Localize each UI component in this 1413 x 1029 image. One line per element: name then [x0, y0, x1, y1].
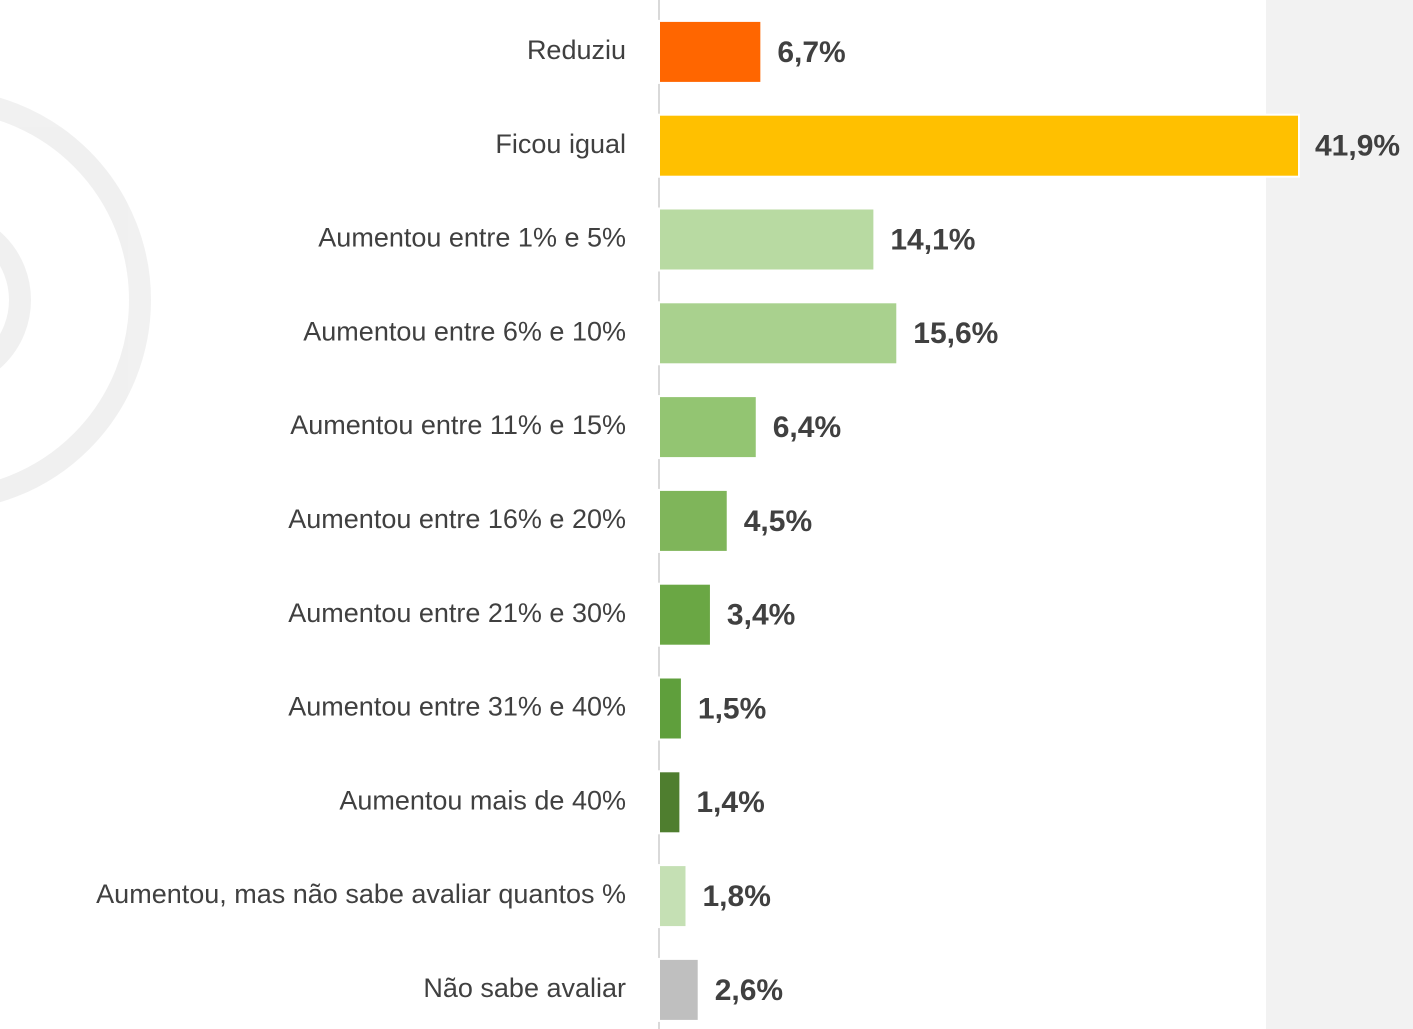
value-label: 2,6%: [715, 974, 783, 1007]
gear-watermark: [0, 97, 151, 503]
category-label: Ficou igual: [495, 129, 626, 159]
category-label: Aumentou entre 1% e 5%: [318, 223, 626, 253]
bar: [658, 19, 763, 84]
value-label: 6,7%: [777, 36, 845, 69]
category-label: Aumentou entre 31% e 40%: [288, 692, 626, 722]
value-label: 14,1%: [890, 223, 975, 256]
category-label: Aumentou entre 21% e 30%: [288, 598, 626, 628]
category-label: Aumentou, mas não sabe avaliar quantos %: [96, 879, 626, 909]
bar: [658, 770, 682, 835]
category-label: Aumentou mais de 40%: [339, 785, 626, 815]
bar: [658, 113, 1300, 178]
category-label: Reduziu: [527, 35, 626, 65]
category-label: Aumentou entre 6% e 10%: [303, 316, 626, 346]
value-label: 1,8%: [702, 880, 770, 913]
bar: [658, 488, 729, 553]
value-label: 4,5%: [744, 505, 812, 538]
category-label: Aumentou entre 11% e 15%: [290, 410, 626, 440]
bar: [658, 207, 876, 272]
value-label: 1,5%: [698, 692, 766, 725]
bar: [658, 582, 712, 647]
bar: [658, 676, 683, 741]
bar: [658, 864, 688, 929]
bar: [658, 395, 758, 460]
category-label: Aumentou entre 16% e 20%: [288, 504, 626, 534]
value-label: 6,4%: [773, 411, 841, 444]
bar: [658, 301, 899, 366]
value-label: 15,6%: [913, 317, 998, 350]
category-label: Não sabe avaliar: [423, 973, 626, 1003]
bar: [658, 957, 700, 1022]
value-label: 41,9%: [1315, 130, 1400, 163]
value-label: 3,4%: [727, 599, 795, 632]
value-label: 1,4%: [696, 786, 764, 819]
